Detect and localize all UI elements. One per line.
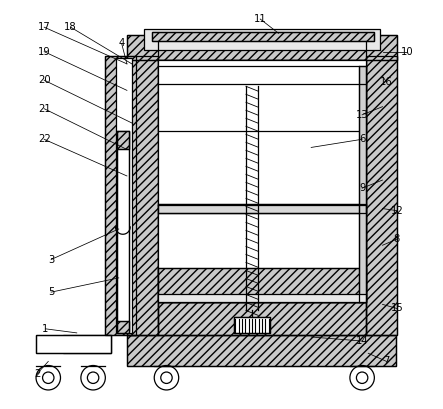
Text: 1: 1 [42,324,49,334]
Bar [158,302,366,335]
Text: 9: 9 [359,183,365,193]
Bar [366,56,397,335]
Bar [36,335,112,353]
Bar [359,66,366,302]
Bar [127,335,396,366]
Text: 13: 13 [356,110,369,120]
Bar [105,56,136,335]
Bar [158,267,366,302]
Text: 11: 11 [254,14,267,24]
Bar [158,204,366,213]
Bar [144,29,381,49]
Text: 8: 8 [394,234,400,244]
Bar [62,335,112,353]
Text: 4: 4 [119,38,125,49]
Bar [152,32,374,41]
Bar [158,60,366,302]
Bar [152,32,374,41]
Bar [117,321,129,333]
Text: 2: 2 [34,369,40,379]
Bar [127,35,397,60]
Bar [117,321,129,333]
Bar [105,56,136,335]
Text: 21: 21 [38,104,51,114]
Text: 20: 20 [38,75,51,85]
Text: 5: 5 [48,287,54,297]
Text: 16: 16 [380,77,393,87]
Bar [366,56,397,335]
Bar [127,56,158,335]
Text: 22: 22 [38,134,51,144]
Bar [158,302,366,335]
Bar [234,317,270,333]
Text: 3: 3 [48,254,54,265]
Bar [234,317,270,333]
Text: 15: 15 [390,303,403,313]
Bar [116,58,132,333]
Bar [117,131,129,149]
Text: 17: 17 [38,22,51,32]
Bar [158,35,366,60]
Bar [127,35,397,60]
Bar [158,204,366,213]
Text: 7: 7 [383,356,390,366]
Bar [117,131,129,331]
Text: 12: 12 [390,206,403,216]
Bar [158,213,366,302]
Text: 19: 19 [38,47,51,56]
Text: 14: 14 [356,336,369,346]
Bar [127,56,158,335]
Bar [158,267,366,302]
Text: 18: 18 [64,22,77,32]
Bar [158,60,366,131]
Bar [117,131,129,149]
Text: 6: 6 [359,134,365,144]
Text: 10: 10 [400,47,413,56]
Bar [36,335,112,353]
Bar [158,294,366,302]
Bar [127,335,396,366]
